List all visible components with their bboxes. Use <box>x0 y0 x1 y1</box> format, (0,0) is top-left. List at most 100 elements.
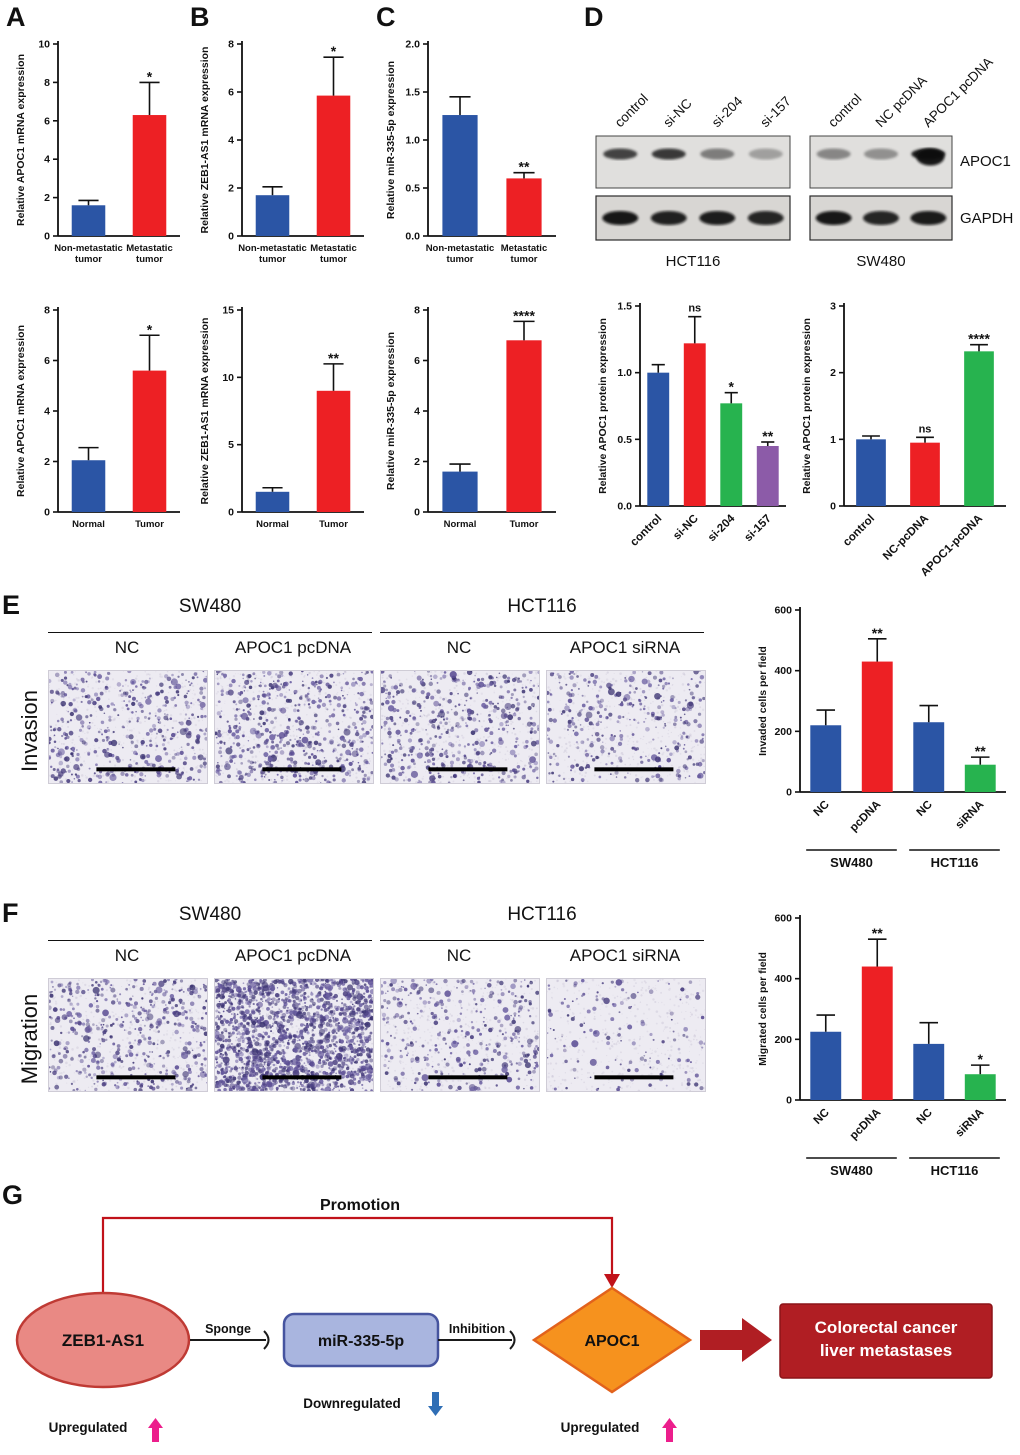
svg-text:8: 8 <box>44 77 50 89</box>
micrograph-svg <box>215 979 373 1091</box>
invasion-image-sw480-pcdna <box>214 670 374 784</box>
svg-text:Normal: Normal <box>72 519 105 530</box>
svg-text:Relative APOC1 protein express: Relative APOC1 protein expression <box>801 318 813 494</box>
svg-text:si-204: si-204 <box>709 93 746 130</box>
svg-text:4: 4 <box>228 135 234 147</box>
migration-image-sw480-pcdna <box>214 978 374 1092</box>
svg-text:0: 0 <box>830 501 836 513</box>
micrograph-svg <box>381 671 539 783</box>
chart-mir335-tumor: 0 2 4 6 8 Relative miR-335-5p expression Norma… <box>382 290 562 558</box>
mechanism-diagram: Promotion ZEB1-AS1 Sponge miR-335-5p Inh… <box>15 1197 993 1442</box>
downregulated-label: Downregulated <box>303 1396 401 1411</box>
promotion-label: Promotion <box>320 1197 400 1214</box>
svg-text:**: ** <box>975 743 986 759</box>
migration-image-hct116-nc <box>380 978 540 1092</box>
svg-text:8: 8 <box>414 305 420 317</box>
chart-apoc1-metastatic: 0 2 4 6 8 10 Relative APOC1 mRNA expression Non… <box>12 24 186 282</box>
svg-text:1.0: 1.0 <box>617 367 632 379</box>
svg-text:4: 4 <box>44 406 50 418</box>
svg-text:0.0: 0.0 <box>405 231 420 243</box>
svg-text:Relative APOC1 mRNA expression: Relative APOC1 mRNA expression <box>15 325 27 497</box>
e-label-pcdna: APOC1 pcDNA <box>234 638 352 657</box>
scale-bar <box>594 1075 674 1080</box>
svg-text:Tumor: Tumor <box>319 519 348 530</box>
svg-text:0.5: 0.5 <box>405 183 420 195</box>
zeb1-as1-node <box>15 1291 191 1389</box>
result-label-line1: Colorectal cancer <box>815 1318 958 1337</box>
scale-bar <box>428 1075 508 1080</box>
svg-text:2: 2 <box>44 456 50 468</box>
up-arrow-right-icon <box>662 1418 677 1442</box>
sponge-inhibition-cap-icon <box>263 1330 270 1350</box>
chart-svg-c2: 0 2 4 6 8 Relative miR-335-5p expression Norma… <box>385 305 556 530</box>
svg-text:0.5: 0.5 <box>617 434 632 446</box>
svg-text:1.5: 1.5 <box>617 301 632 313</box>
svg-text:Non-metastatic: Non-metastatic <box>238 243 307 254</box>
svg-text:**: ** <box>328 350 339 366</box>
svg-text:ns: ns <box>688 303 701 315</box>
svg-text:Normal: Normal <box>444 519 477 530</box>
panel-letter-e: E <box>2 590 21 620</box>
chart-svg-b2: 0 5 10 15 Relative ZEB1-AS1 mRNA expression N… <box>199 305 364 530</box>
western-blot-panel: control si-NC si-204 si-157 HCT116 control NC … <box>588 14 1020 276</box>
svg-text:Relative miR-335-5p expression: Relative miR-335-5p expression <box>385 61 397 219</box>
e-sw480-underline <box>48 632 372 633</box>
chart-zeb1as1-metastatic: 0 2 4 6 8 Relative ZEB1-AS1 mRNA expression No… <box>196 24 370 282</box>
svg-text:pcDNA: pcDNA <box>848 799 884 835</box>
chart-apoc1-tumor: 0 2 4 6 8 Relative APOC1 mRNA expression Norma… <box>12 290 186 558</box>
svg-text:0: 0 <box>44 507 50 519</box>
f-cellline-sw480: SW480 <box>178 904 242 925</box>
panel-letter-f: F <box>2 898 19 928</box>
svg-text:200: 200 <box>774 726 792 738</box>
scale-bar <box>262 767 342 772</box>
chart-svg-d1: 0.0 0.5 1.0 1.5 Relative APOC1 protein expre… <box>597 301 786 549</box>
svg-text:APOC1: APOC1 <box>960 153 1011 170</box>
svg-text:*: * <box>147 321 153 337</box>
svg-text:2: 2 <box>414 456 420 468</box>
svg-text:6: 6 <box>44 115 50 127</box>
svg-text:6: 6 <box>44 355 50 367</box>
chart-svg-c1: 0.0 0.5 1.0 1.5 2.0 Relative miR-335-5p expre… <box>385 39 556 265</box>
svg-text:2.0: 2.0 <box>405 39 420 51</box>
svg-text:SW480: SW480 <box>856 253 905 270</box>
svg-text:Relative ZEB1-AS1 mRNA express: Relative ZEB1-AS1 mRNA expression <box>199 47 211 234</box>
result-node <box>779 1303 993 1379</box>
chart-svg-d2: 0 1 2 3 Relative APOC1 protein expression con… <box>801 301 1006 579</box>
svg-text:400: 400 <box>774 665 792 677</box>
svg-text:NC: NC <box>812 799 832 819</box>
sponge-label: Sponge <box>205 1322 251 1336</box>
svg-text:0: 0 <box>44 231 50 243</box>
svg-text:**: ** <box>872 625 883 641</box>
svg-text:ns: ns <box>919 423 932 435</box>
svg-text:HCT116: HCT116 <box>931 855 979 870</box>
chart-svg-a1: 0 2 4 6 8 10 Relative APOC1 mRNA expression Non… <box>15 39 180 265</box>
zeb1-as1-label: ZEB1-AS1 <box>62 1331 144 1350</box>
chart-svg-a2: 0 2 4 6 8 Relative APOC1 mRNA expression Norma… <box>15 305 180 530</box>
scale-bar <box>594 767 674 772</box>
svg-text:6: 6 <box>228 87 234 99</box>
svg-text:****: **** <box>513 307 535 323</box>
upregulated-right-label: Upregulated <box>561 1420 640 1435</box>
result-arrow-icon <box>700 1318 772 1362</box>
chart-zeb1as1-tumor: 0 5 10 15 Relative ZEB1-AS1 mRNA expression N… <box>196 290 370 558</box>
svg-text:4: 4 <box>414 406 420 418</box>
panel-letter-a: A <box>6 2 26 32</box>
svg-text:HCT116: HCT116 <box>666 253 721 270</box>
svg-text:Relative APOC1 mRNA expression: Relative APOC1 mRNA expression <box>15 54 27 226</box>
scale-bar <box>428 767 508 772</box>
svg-text:tumor: tumor <box>320 254 347 265</box>
svg-text:0.0: 0.0 <box>617 501 632 513</box>
svg-text:0: 0 <box>414 507 420 519</box>
upregulated-left-label: Upregulated <box>49 1420 128 1435</box>
e-hct116-underline <box>380 632 704 633</box>
svg-text:*: * <box>331 43 337 59</box>
inhibition-cap-icon <box>509 1330 516 1350</box>
micrograph-svg <box>381 979 539 1091</box>
svg-text:tumor: tumor <box>259 254 286 265</box>
scale-bar <box>96 1075 176 1080</box>
svg-text:tumor: tumor <box>75 254 102 265</box>
micrograph-svg <box>215 671 373 783</box>
migration-image-sw480-nc <box>48 978 208 1092</box>
svg-text:600: 600 <box>774 605 792 617</box>
